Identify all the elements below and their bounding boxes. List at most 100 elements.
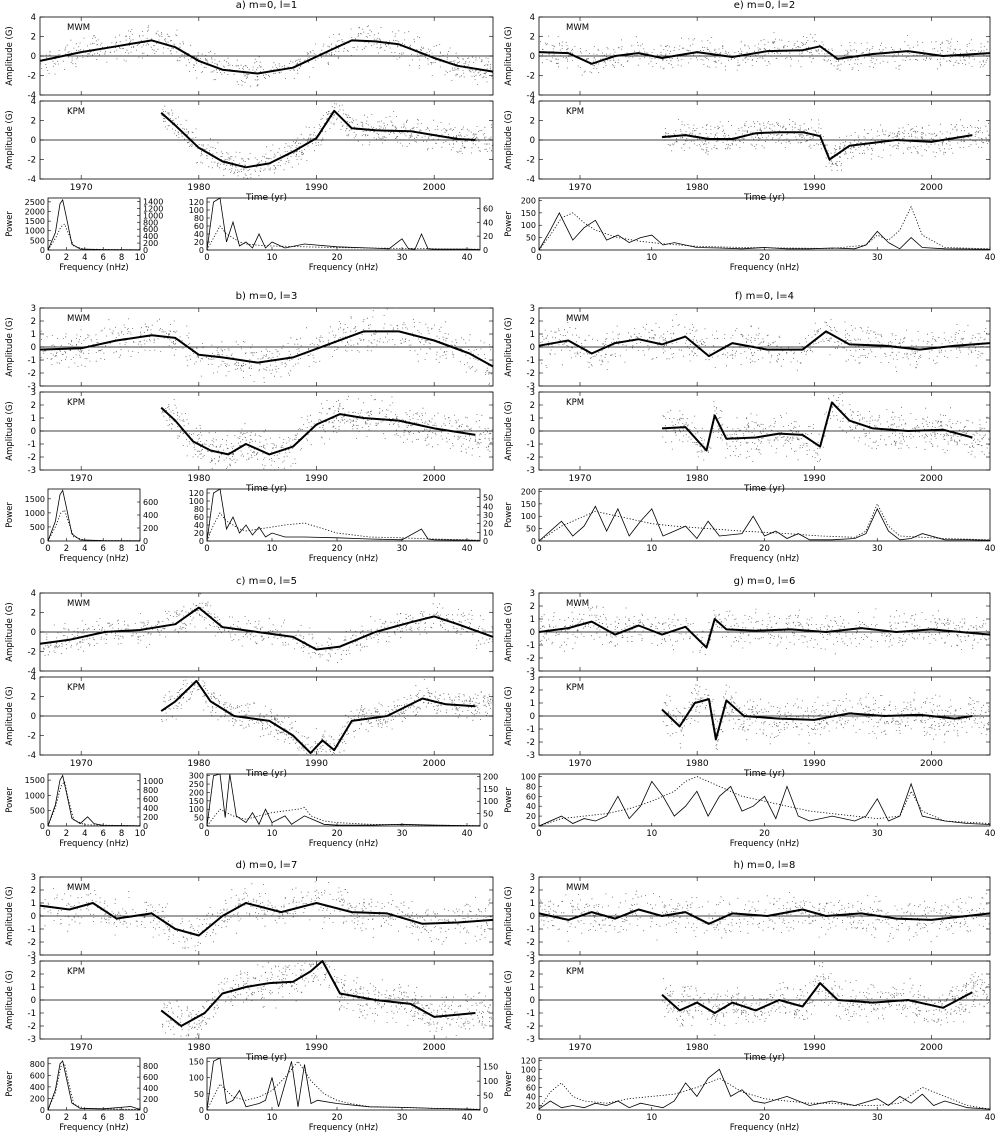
mwm-ylabel: Amplitude (G) <box>5 26 15 85</box>
mwm-observatory-label: MWM <box>566 883 589 893</box>
spectrum-xlabel: Frequency (nHz) <box>730 554 800 564</box>
spectrum_high-xtick-label: 30 <box>397 253 408 263</box>
kpm-ylabel: Amplitude (G) <box>5 970 15 1029</box>
kpm-ylabel: Amplitude (G) <box>5 110 15 169</box>
kpm-ytick-label: -3 <box>527 1035 535 1045</box>
mwm-smoothed-line <box>39 330 494 368</box>
spectrum_low-xtick-label: 0 <box>45 1113 50 1123</box>
spectrum_low-frame <box>47 488 141 542</box>
power-ylabel: Power <box>504 787 514 813</box>
spectrum-xtick-label: 30 <box>872 253 883 263</box>
kpm-ytick-label: 0 <box>530 136 535 146</box>
mwm-ytick-label: 3 <box>530 873 535 883</box>
spectrum-ytick-label: 200 <box>521 196 536 205</box>
spectrum_low-ytick-right-label: 400 <box>143 511 158 520</box>
kpm-smoothed-line <box>160 406 476 456</box>
spectrum-xtick-label: 10 <box>646 829 657 839</box>
spectrum_high-xtick-label: 20 <box>332 829 343 839</box>
spectrum_high-dotted-spectrum <box>206 1060 481 1111</box>
spectrum-xtick-label: 10 <box>646 544 657 554</box>
time-tick-label: 2000 <box>920 183 943 193</box>
mwm-ytick-label: -2 <box>28 369 36 379</box>
panel-title: f) m=0, l=4 <box>735 291 794 302</box>
kpm-ytick-label: -1 <box>527 725 535 735</box>
spectrum_high-solid-spectrum <box>206 773 481 827</box>
spectrum_high-xtick-label: 30 <box>397 829 408 839</box>
spectrum-xtick-label: 20 <box>759 253 770 263</box>
time-tick-label: 1980 <box>686 474 709 484</box>
panel-h: h) m=0, l=8 -3 -2 -1 0 1 2 3 MWM Amplitude (G) -3 -… <box>504 860 995 1133</box>
mwm-ytick-label: 2 <box>530 886 535 896</box>
kpm-observatory-label: KPM <box>67 967 85 977</box>
mwm-observatory-label: MWM <box>566 599 589 609</box>
spectrum_high-frame <box>206 488 481 542</box>
mwm-ytick-label: 1 <box>530 330 535 340</box>
spectrum-xtick-label: 30 <box>872 829 883 839</box>
kpm-ytick-label: -1 <box>28 1009 36 1019</box>
spectrum_high-xlabel: Frequency (nHz) <box>309 839 379 849</box>
kpm-scatter-points <box>161 100 494 180</box>
kpm-smoothed-line <box>160 679 476 754</box>
spectrum_low-ytick-label: 0 <box>40 246 45 255</box>
kpm-ytick-label: -4 <box>28 751 36 761</box>
mwm-ylabel: Amplitude (G) <box>504 26 514 85</box>
time-tick-label: 2000 <box>920 1043 943 1053</box>
spectrum-xtick-label: 0 <box>536 829 541 839</box>
kpm-ytick-label: 4 <box>530 97 535 107</box>
time-tick-label: 2000 <box>423 1043 446 1053</box>
spectrum_low-ytick-right-label: 1000 <box>143 211 163 220</box>
spectrum_high-xtick-label: 0 <box>204 829 209 839</box>
spectrum-ytick-label: 20 <box>526 812 536 821</box>
mwm-ytick-label: -2 <box>28 72 36 82</box>
mwm-ytick-label: 2 <box>530 33 535 43</box>
mwm-observatory-label: MWM <box>67 23 90 33</box>
mwm-ytick-label: -2 <box>527 369 535 379</box>
spectrum_high-ytick-right-label: 10 <box>483 528 493 537</box>
spectrum-ytick-label: 20 <box>526 1101 536 1110</box>
spectrum-frame <box>538 197 991 251</box>
spectrum_low-ytick-label: 0 <box>40 1106 45 1115</box>
mwm-ytick-label: -1 <box>527 925 535 935</box>
time-tick-label: 2000 <box>423 474 446 484</box>
time-tick-label: 1990 <box>305 759 328 769</box>
kpm-observatory-label: KPM <box>566 967 584 977</box>
kpm-ylabel: Amplitude (G) <box>504 686 514 745</box>
spectrum_high-frame <box>206 773 481 827</box>
mwm-ytick-label: 0 <box>530 343 535 353</box>
spectrum_high-ytick-label: 20 <box>194 529 204 538</box>
mwm-ytick-label: 3 <box>31 304 36 314</box>
kpm-ytick-label: 1 <box>31 414 36 424</box>
kpm-ytick-label: 1 <box>530 699 535 709</box>
spectrum_high-ytick-label: 100 <box>189 497 204 506</box>
panel-b: b) m=0, l=3 -3 -2 -1 0 1 2 3 MWM Amplitude (G) -3 -… <box>5 291 494 564</box>
spectrum_low-xlabel: Frequency (nHz) <box>59 1123 129 1133</box>
spectrum_low-xtick-label: 8 <box>119 829 124 839</box>
kpm-ytick-label: 2 <box>31 117 36 127</box>
time-tick-label: 2000 <box>920 759 943 769</box>
spectrum-xtick-label: 20 <box>759 1113 770 1123</box>
power-ylabel: Power <box>504 1071 514 1097</box>
spectrum-ytick-label: 50 <box>526 525 536 534</box>
spectrum_high-ytick-label: 300 <box>189 772 204 781</box>
mwm-smoothed-line <box>538 45 991 65</box>
time-tick-label: 1970 <box>70 183 93 193</box>
spectrum-solid-spectrum <box>538 212 991 251</box>
panel-title: c) m=0, l=5 <box>236 576 297 587</box>
spectrum_low-xtick-label: 10 <box>135 544 146 554</box>
spectrum_low-ytick-right-label: 600 <box>143 1073 158 1082</box>
spectrum_low-xtick-label: 6 <box>100 253 105 263</box>
spectrum_low-xtick-label: 4 <box>82 1113 87 1123</box>
kpm-ytick-label: 2 <box>530 686 535 696</box>
kpm-ytick-label: -4 <box>28 175 36 185</box>
spectrum_low-ytick-right-label: 600 <box>143 225 158 234</box>
spectrum-ytick-label: 150 <box>521 209 536 218</box>
time-tick-label: 1980 <box>187 759 210 769</box>
spectrum_low-ytick-label: 500 <box>30 236 45 245</box>
spectrum_low-xtick-label: 2 <box>64 1113 69 1123</box>
kpm-ylabel: Amplitude (G) <box>504 970 514 1029</box>
mwm-ytick-label: -1 <box>527 641 535 651</box>
mwm-ytick-label: -2 <box>28 648 36 658</box>
kpm-observatory-label: KPM <box>67 107 85 117</box>
power-ylabel: Power <box>5 1071 15 1097</box>
